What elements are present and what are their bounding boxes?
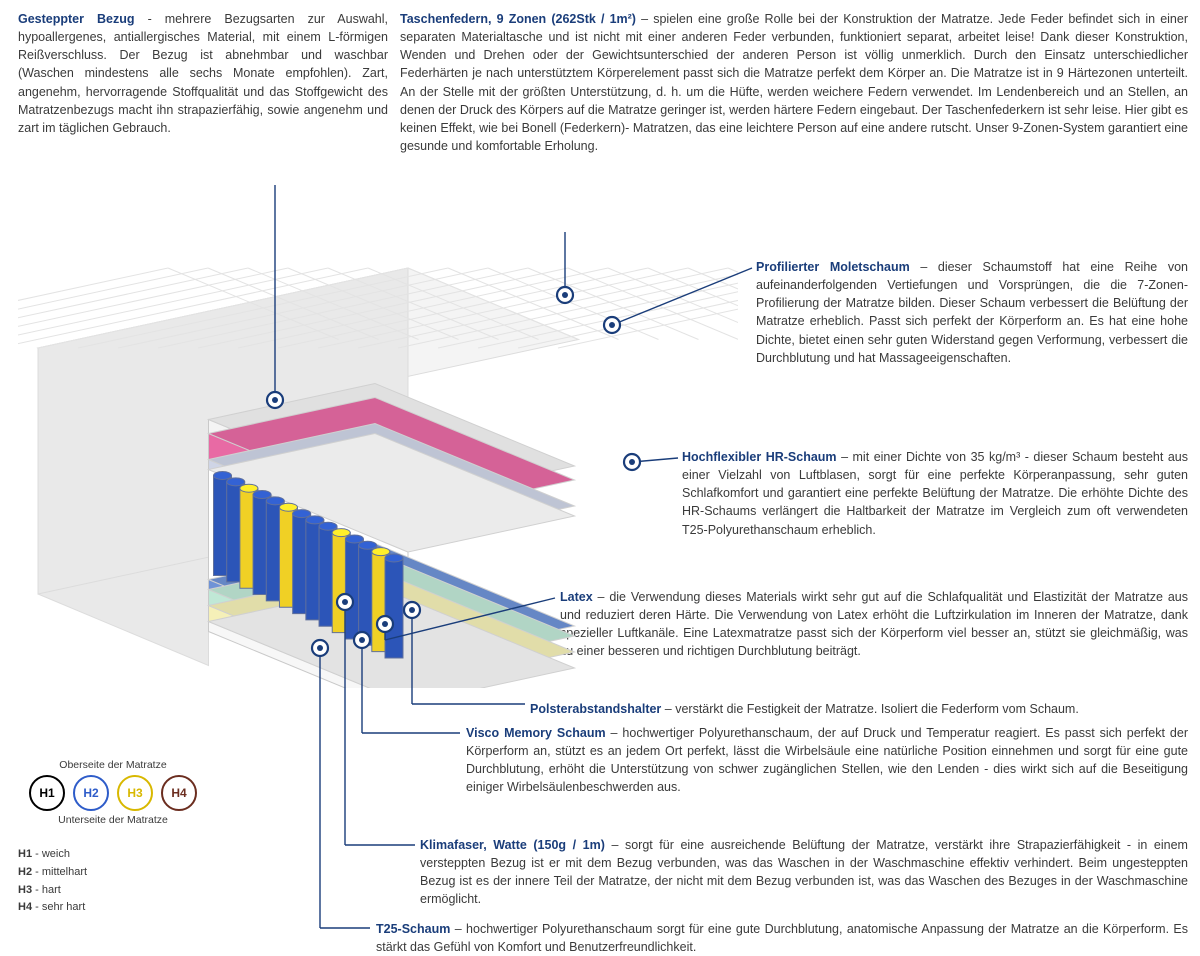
hardness-item-h2: H2 - mittelhart [18,864,208,882]
hardness-item-h4: H4 - sehr hart [18,899,208,917]
hardness-legend: Oberseite der Matratze H1H2H3H4 Untersei… [18,756,208,917]
hardness-circle-h2: H2 [73,775,109,811]
mattress-illustration [18,258,738,688]
hardness-circle-h3: H3 [117,775,153,811]
section-visco: Visco Memory Schaum – hochwertiger Polyu… [466,724,1188,797]
section-federn-text: – spielen eine große Rolle bei der Konst… [400,12,1188,153]
hardness-item-h1: H1 - weich [18,846,208,864]
section-t25-text: – hochwertiger Polyurethanschaum sorgt f… [376,922,1188,954]
hardness-item-h3: H3 - hart [18,882,208,900]
section-polster-title: Polsterabstandshalter [530,702,661,716]
hardness-circle-h1: H1 [29,775,65,811]
section-bezug-title: Gesteppter Bezug [18,12,135,26]
section-molet-text: – dieser Schaumstoff hat eine Reihe von … [756,260,1188,365]
section-polster: Polsterabstandshalter – verstärkt die Fe… [530,700,1188,718]
section-klima: Klimafaser, Watte (150g / 1m) – sorgt fü… [420,836,1188,909]
hardness-circle-h4: H4 [161,775,197,811]
section-molet: Profilierter Moletschaum – dieser Schaum… [756,258,1188,367]
hardness-list: H1 - weichH2 - mittelhartH3 - hartH4 - s… [18,846,208,916]
section-hr: Hochflexibler HR-Schaum – mit einer Dich… [682,448,1188,539]
hardness-circles-row: H1H2H3H4 [18,775,208,811]
hardness-bottom-label: Unterseite der Matratze [18,813,208,828]
section-federn-title: Taschenfedern, 9 Zonen (262Stk / 1m²) [400,12,636,26]
section-t25-title: T25-Schaum [376,922,450,936]
section-bezug: Gesteppter Bezug - mehrere Bezugsarten z… [18,10,388,137]
section-visco-title: Visco Memory Schaum [466,726,606,740]
section-klima-title: Klimafaser, Watte (150g / 1m) [420,838,605,852]
section-molet-title: Profilierter Moletschaum [756,260,910,274]
section-t25: T25-Schaum – hochwertiger Polyurethansch… [376,920,1188,956]
hardness-top-label: Oberseite der Matratze [18,758,208,773]
section-polster-text: – verstärkt die Festigkeit der Matratze.… [665,702,1079,716]
section-bezug-text: - mehrere Bezugsarten zur Auswahl, hypoa… [18,12,388,135]
section-federn: Taschenfedern, 9 Zonen (262Stk / 1m²) – … [400,10,1188,155]
